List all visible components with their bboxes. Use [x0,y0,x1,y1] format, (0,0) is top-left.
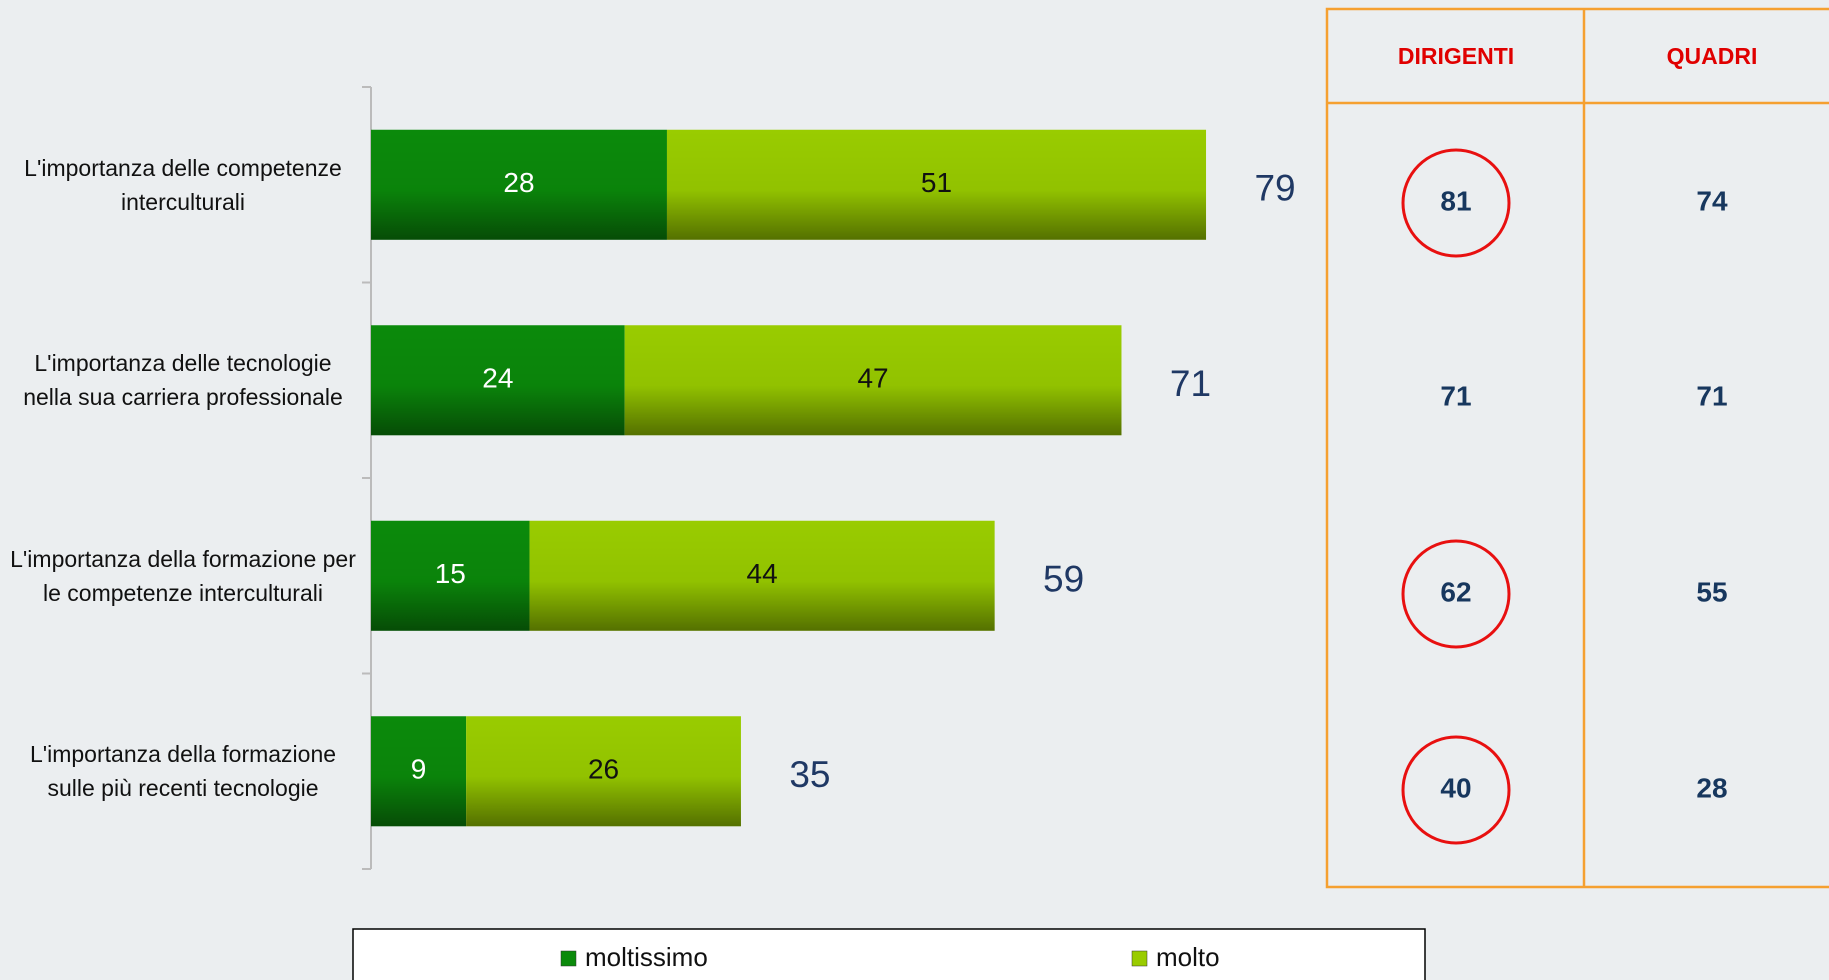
bar-shade [666,129,1207,240]
segment-label: 9 [411,754,427,785]
segment-label: 47 [857,363,888,394]
table-value: 74 [1696,185,1728,216]
category-label: L'importanza delle tecnologie nella sua … [23,350,343,411]
bar-shade [371,520,530,631]
highlight-circle [1401,735,1511,845]
table-value: 40 [1440,772,1471,803]
segment-label: 44 [747,558,778,589]
segment-label: 28 [503,167,534,198]
table-header: QUADRI [1667,43,1758,69]
category-label: L'importanza delle competenze intercultu… [24,154,342,215]
legend-label: moltissimo [585,942,708,972]
segment-label: 15 [435,558,466,589]
bar-shade [466,716,741,827]
segment-label: 26 [588,754,619,785]
total-label: 35 [789,754,830,795]
bar-shade [371,716,467,827]
legend-swatch [1131,950,1148,967]
highlight-circle [1401,148,1511,258]
table-value: 71 [1440,380,1471,411]
total-label: 59 [1043,559,1084,600]
bar-shade [371,129,667,240]
segment-label: 24 [482,363,513,394]
table-value: 71 [1696,380,1727,411]
legend-box [352,928,1426,980]
bar-shade [624,325,1122,436]
category-label: L'importanza della formazione sulle più … [29,741,337,802]
bar-shade [529,520,995,631]
table-border [1325,7,1829,889]
table-value: 28 [1696,772,1727,803]
category-label: L'importanza della formazione per le com… [10,545,356,606]
table-header: DIRIGENTI [1398,43,1514,69]
segment-label: 51 [921,167,952,198]
highlight-circle [1401,539,1511,649]
table-value: 62 [1440,576,1471,607]
legend-swatch [560,950,577,967]
legend-label: molto [1156,942,1220,972]
total-label: 79 [1254,168,1295,209]
bar-shade [371,325,625,436]
table-value: 81 [1440,185,1471,216]
table-value: 55 [1696,576,1727,607]
total-label: 71 [1170,363,1211,404]
